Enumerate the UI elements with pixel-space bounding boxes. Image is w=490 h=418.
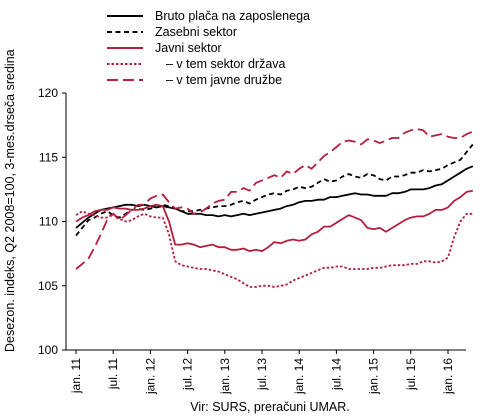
y-axis-ticks: 100 105 110 115 120 bbox=[38, 86, 66, 357]
series-line bbox=[75, 189, 473, 253]
x-tick-label: jan. 15 bbox=[367, 358, 381, 395]
legend-label: Bruto plača na zaposlenega bbox=[155, 9, 310, 23]
y-axis-label: Desezon. indeks, Q2 2008=100, 3-mes.drse… bbox=[3, 49, 17, 352]
y-tick-label: 120 bbox=[38, 86, 58, 100]
series-line bbox=[75, 210, 473, 288]
x-tick-label: jul. 14 bbox=[329, 358, 343, 391]
x-tick-label: jul. 12 bbox=[181, 358, 195, 391]
legend-label: Zasebni sektor bbox=[155, 25, 237, 39]
y-tick-label: 105 bbox=[38, 279, 58, 293]
x-tick-label: jan. 16 bbox=[441, 358, 455, 395]
x-tick-label: jul. 11 bbox=[106, 358, 120, 390]
x-tick-label: jan. 14 bbox=[292, 358, 306, 395]
x-tick-label: jan. 11 bbox=[69, 358, 83, 394]
legend-label: Javni sektor bbox=[155, 41, 222, 55]
series-lines bbox=[75, 128, 474, 288]
source-note: Vir: SURS, preračuni UMAR. bbox=[190, 400, 350, 414]
legend-label: – v tem sektor država bbox=[166, 57, 286, 71]
legend-label: – v tem javne družbe bbox=[166, 73, 282, 87]
x-axis-ticks: jan. 11 jul. 11 jan. 12 jul. 12 jan. 13 jul. … bbox=[69, 350, 455, 395]
x-tick-label: jul. 13 bbox=[255, 358, 269, 391]
x-tick-label: jul. 15 bbox=[404, 358, 418, 391]
y-tick-label: 115 bbox=[39, 150, 58, 164]
y-tick-label: 100 bbox=[38, 343, 58, 357]
x-tick-label: jan. 13 bbox=[218, 358, 232, 395]
x-tick-label: jan. 12 bbox=[143, 358, 157, 395]
y-tick-label: 110 bbox=[39, 215, 58, 229]
series-line bbox=[75, 128, 474, 270]
legend: Bruto plača na zaposlenega Zasebni sektor… bbox=[107, 9, 310, 87]
